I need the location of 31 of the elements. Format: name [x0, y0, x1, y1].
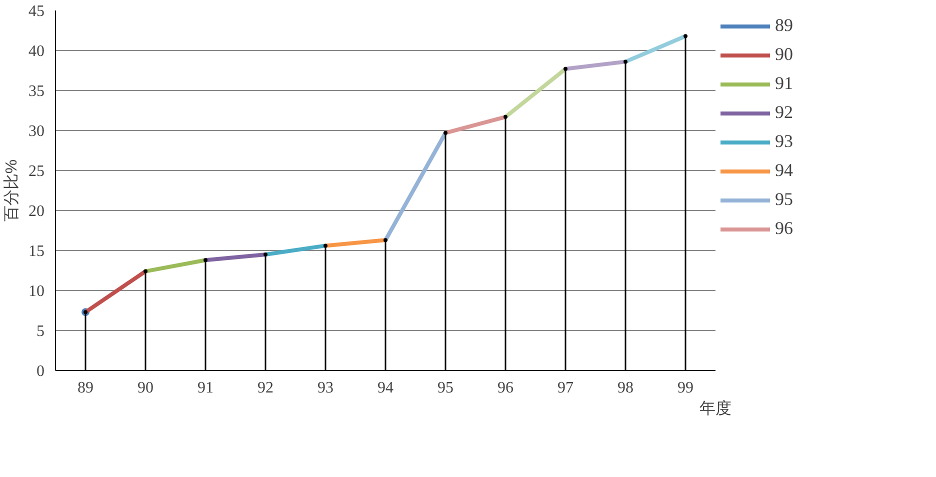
legend-label: 90 — [775, 44, 794, 65]
x-tick-label: 96 — [498, 380, 514, 396]
x-tick-label: 97 — [558, 380, 574, 396]
x-tick-label: 94 — [378, 380, 394, 396]
legend-label: 95 — [775, 189, 794, 210]
y-tick-label: 10 — [28, 283, 44, 300]
y-axis-title: 百分比% — [2, 159, 20, 222]
legend-label: 93 — [775, 131, 794, 152]
legend-label: 96 — [775, 218, 794, 239]
x-tick-label: 92 — [258, 380, 274, 396]
y-tick-label: 0 — [36, 363, 44, 380]
x-tick-label: 98 — [618, 380, 634, 396]
x-tick-label: 99 — [678, 380, 694, 396]
x-tick-label: 95 — [438, 380, 454, 396]
x-tick-label: 93 — [318, 380, 334, 396]
x-tick-label: 90 — [138, 380, 154, 396]
legend-label: 89 — [775, 15, 794, 36]
y-tick-label: 40 — [28, 43, 44, 60]
y-tick-label: 35 — [28, 83, 44, 100]
y-tick-label: 25 — [28, 163, 44, 180]
y-tick-label: 20 — [28, 203, 44, 220]
y-tick-label: 5 — [36, 323, 44, 340]
legend-label: 91 — [775, 73, 794, 94]
x-axis-title: 年度 — [700, 400, 732, 418]
y-tick-label: 15 — [28, 243, 44, 260]
y-tick-label: 45 — [28, 3, 44, 20]
legend-label: 92 — [775, 102, 794, 123]
x-tick-label: 91 — [198, 380, 214, 396]
legend-label: 94 — [775, 160, 794, 181]
x-tick-label: 89 — [78, 380, 94, 396]
y-tick-label: 30 — [28, 123, 44, 140]
